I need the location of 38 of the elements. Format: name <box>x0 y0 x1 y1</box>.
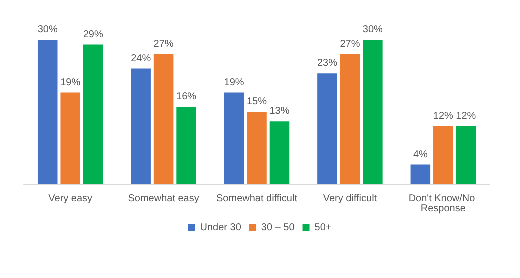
legend-label: 30 – 50 <box>261 222 296 234</box>
data-label: 23% <box>317 58 338 70</box>
bar <box>340 54 360 184</box>
bar <box>154 54 174 184</box>
bar <box>131 68 151 184</box>
data-label: 30% <box>362 24 384 36</box>
data-label: 24% <box>131 53 152 64</box>
bar <box>456 126 476 184</box>
bar <box>83 44 104 184</box>
data-label: 4% <box>413 149 428 160</box>
data-label: 27% <box>154 38 174 50</box>
data-label: 27% <box>340 38 360 50</box>
legend-label: 50+ <box>314 222 332 234</box>
bar <box>38 40 58 184</box>
x-tick-label: Don't Know/No Response <box>408 194 478 214</box>
bar <box>270 122 290 184</box>
x-tick-label: Somewhat easy <box>128 194 200 204</box>
data-label: 19% <box>60 77 81 88</box>
bar <box>318 74 338 184</box>
data-label: 13% <box>270 106 290 118</box>
x-tick-label: Somewhat difficult <box>216 194 298 204</box>
bar <box>363 40 383 184</box>
data-label: 12% <box>456 110 476 122</box>
legend-label: Under 30 <box>200 222 242 234</box>
x-tick-label: Very easy <box>48 194 93 204</box>
bar <box>247 112 267 184</box>
data-label: 15% <box>246 96 268 108</box>
data-label: 12% <box>433 110 454 122</box>
bar <box>434 126 454 184</box>
x-tick-label: Very difficult <box>323 194 378 204</box>
bar <box>224 92 244 184</box>
bar <box>60 92 80 184</box>
data-label: 30% <box>38 24 58 36</box>
data-label: 29% <box>83 29 104 40</box>
data-label: 19% <box>224 77 244 88</box>
bar <box>176 107 196 184</box>
data-label: 16% <box>176 92 197 103</box>
bar <box>410 164 431 184</box>
